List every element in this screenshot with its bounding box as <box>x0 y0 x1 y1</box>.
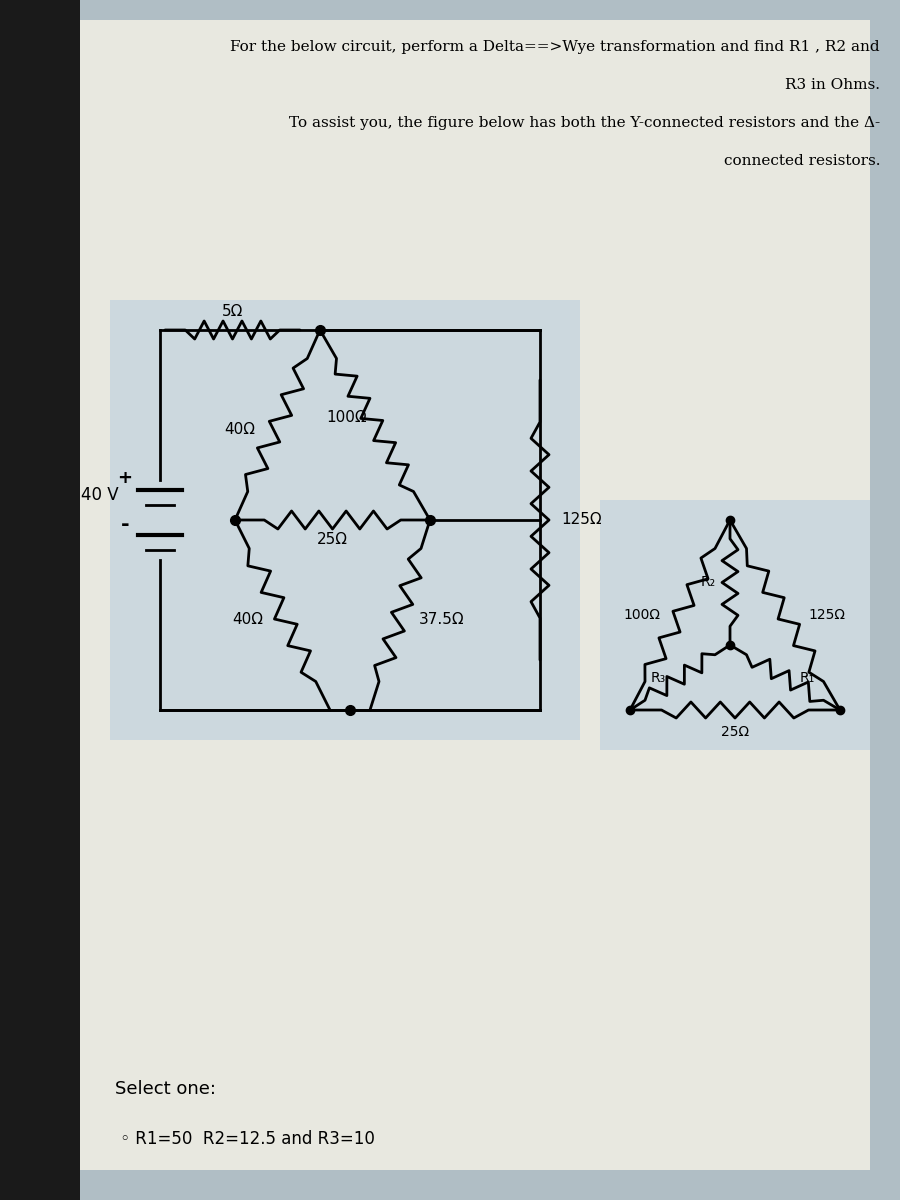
Text: ◦ R1=50  R2=12.5 and R3=10: ◦ R1=50 R2=12.5 and R3=10 <box>115 1130 375 1148</box>
Bar <box>0 0 80 1200</box>
Text: 5Ω: 5Ω <box>221 305 243 319</box>
Text: 100Ω: 100Ω <box>624 608 661 622</box>
Text: Select one:: Select one: <box>115 1080 216 1098</box>
Bar <box>600 500 870 750</box>
Text: 25Ω: 25Ω <box>317 533 348 547</box>
Text: To assist you, the figure below has both the Y-connected resistors and the Δ-: To assist you, the figure below has both… <box>289 116 880 130</box>
Bar <box>110 300 580 740</box>
Text: 25Ω: 25Ω <box>721 725 749 739</box>
Text: 40 V: 40 V <box>81 486 119 504</box>
Text: 37.5Ω: 37.5Ω <box>419 612 464 628</box>
Text: +: + <box>118 469 132 487</box>
Text: R₁: R₁ <box>799 671 815 684</box>
Text: R₂: R₂ <box>700 576 716 589</box>
Text: connected resistors.: connected resistors. <box>724 154 880 168</box>
Text: 40Ω: 40Ω <box>232 612 263 628</box>
Text: 125Ω: 125Ω <box>808 608 845 622</box>
Text: R₃: R₃ <box>651 671 666 684</box>
Text: 125Ω: 125Ω <box>562 512 602 528</box>
Text: R3 in Ohms.: R3 in Ohms. <box>785 78 880 92</box>
Text: -: - <box>121 515 130 535</box>
Text: 40Ω: 40Ω <box>224 422 255 438</box>
Text: For the below circuit, perform a Delta==>Wye transformation and find R1 , R2 and: For the below circuit, perform a Delta==… <box>230 40 880 54</box>
Bar <box>80 20 870 1170</box>
Text: 100Ω: 100Ω <box>327 409 367 425</box>
